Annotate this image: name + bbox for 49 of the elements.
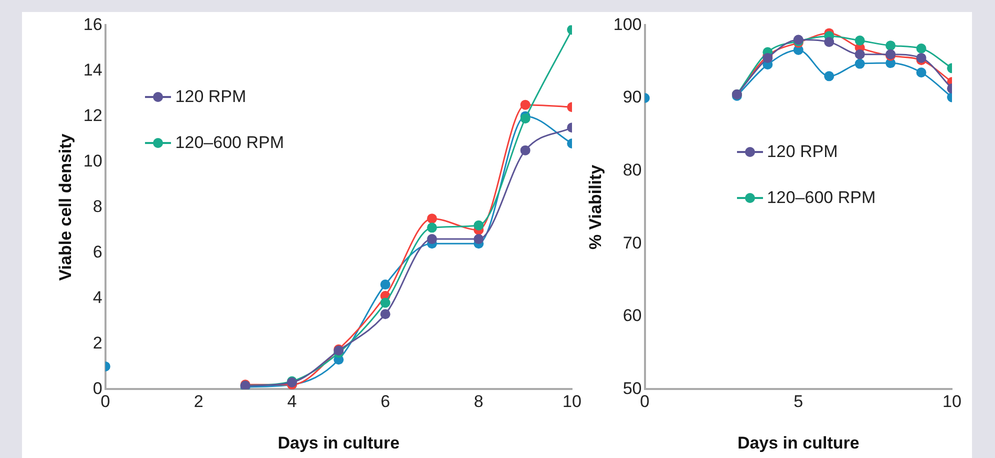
y-tick-label: 90 [622,88,642,107]
point [474,234,484,244]
x-tick-label: 6 [380,392,390,412]
x-tick-label: 4 [287,392,297,412]
y-tick-label: 6 [92,242,102,262]
legend-label: 120 RPM [766,142,838,162]
point [916,43,926,54]
y-tick-label: 2 [92,333,102,352]
y-tick-label: 8 [92,196,102,216]
point [426,222,437,233]
y-tick-label: 100 [613,14,642,34]
y-tick-label: 4 [92,288,102,307]
legend-label: 120–600 RPM [175,133,284,154]
point [854,49,865,60]
y-tick-label: 10 [83,151,102,170]
point [916,68,926,78]
point [854,35,865,46]
x-axis-title: Days in culture [737,433,860,452]
x-tick-label: 2 [194,392,204,412]
point [426,234,437,244]
point [474,220,484,230]
point [380,309,390,320]
y-axis-title: % Viability [586,164,605,250]
x-tick-label: 5 [794,392,804,412]
x-tick-label: 10 [562,392,582,412]
point [380,298,390,308]
y-tick-label: 80 [622,160,642,180]
x-tick-label: 8 [474,392,484,412]
point [916,52,926,63]
legend-label: 120 RPM [175,87,246,108]
x-tick-label: 10 [942,392,962,412]
point [824,36,834,47]
point [520,145,530,156]
point [824,71,834,82]
y-tick-label: 12 [83,106,102,125]
point [854,58,865,69]
point [426,214,437,224]
y-tick-label: 16 [83,14,102,34]
point [380,280,390,290]
y-tick-label: 50 [622,378,642,398]
y-axis-title: Viable cell density [56,133,75,281]
y-tick-label: 70 [622,233,642,252]
y-tick-label: 0 [92,378,102,398]
point [886,40,896,51]
legend-label: 120–600 RPM [766,188,876,208]
y-tick-label: 60 [622,306,642,326]
y-tick-label: 14 [83,60,102,80]
point [520,100,530,110]
x-axis-title: Days in culture [278,433,400,452]
